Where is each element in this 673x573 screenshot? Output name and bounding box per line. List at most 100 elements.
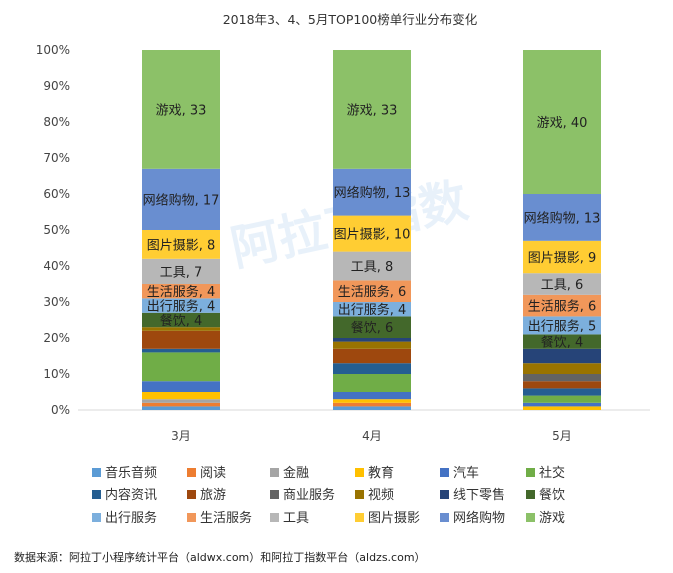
legend-label: 网络购物 [453,510,505,526]
legend-swatch [187,513,196,522]
y-tick-label: 50% [43,223,70,237]
legend-label: 工具 [283,511,309,526]
legend-label: 金融 [283,465,309,481]
data-label: 工具, 6 [541,278,584,293]
legend-item: 音乐音频 [92,465,157,481]
x-tick-label: 5月 [552,429,572,443]
bar-segment [142,330,220,349]
legend-swatch [92,468,101,477]
bar-segment [523,381,601,389]
legend-label: 生活服务 [200,510,252,526]
y-tick-label: 70% [43,151,70,165]
legend-swatch [526,468,535,477]
data-label: 餐饮, 4 [541,335,584,351]
bar-segment [523,348,601,364]
legend-swatch [355,513,364,522]
bar-segment [523,316,601,335]
bar-segment [142,402,220,407]
bar-segment [523,388,601,396]
legend-item: 阅读 [187,466,226,481]
bar-segment [333,338,411,342]
bar-segment [142,230,220,259]
legend-item: 教育 [355,465,394,481]
legend-label: 游戏 [539,511,565,526]
legend-swatch [440,468,449,477]
bar-segment [142,352,220,382]
legend-label: 线下零售 [453,487,505,503]
legend-item: 商业服务 [270,487,335,503]
y-tick-label: 80% [43,115,70,129]
legend-label: 内容资讯 [105,487,157,503]
bar-segment [333,402,411,407]
y-tick-label: 10% [43,367,70,381]
bar-segment [142,348,220,353]
legend-item: 图片摄影 [355,511,420,526]
data-label: 生活服务, 6 [528,299,597,315]
bar-segment [523,294,601,317]
legend-label: 视频 [368,488,394,503]
legend-swatch [440,513,449,522]
y-tick-label: 40% [43,259,70,273]
bar-segment [523,273,601,295]
data-label: 图片摄影, 9 [528,251,597,266]
data-label: 出行服务, 5 [528,318,597,334]
data-label: 游戏, 33 [156,103,207,118]
data-source-footer: 数据来源：阿拉丁小程序统计平台（aldwx.com）和阿拉丁指数平台（aldzs… [14,551,426,564]
bar-segment [333,168,411,216]
data-label: 出行服务, 4 [147,299,216,315]
legend-label: 汽车 [453,465,479,481]
legend-item: 游戏 [526,511,565,526]
legend-label: 图片摄影 [368,511,420,526]
bar-segment [333,348,411,364]
legend-label: 旅游 [200,488,226,503]
bar-segment [523,395,601,403]
legend-label: 商业服务 [283,487,335,503]
data-label: 游戏, 40 [537,116,588,131]
data-label: 餐饮, 6 [351,320,394,336]
bar-segment [142,392,220,400]
data-label: 网络购物, 17 [143,192,220,208]
data-label: 工具, 8 [351,260,394,275]
data-label: 图片摄影, 10 [334,228,411,243]
legend-item: 网络购物 [440,510,505,526]
legend-item: 线下零售 [440,487,505,503]
y-tick-label: 60% [43,187,70,201]
legend-item: 内容资讯 [92,487,157,503]
bar-segment [142,258,220,284]
data-label: 网络购物, 13 [524,210,601,226]
bar-segment [523,50,601,194]
data-label: 图片摄影, 8 [147,238,216,253]
legend-item: 出行服务 [92,510,157,526]
bar-segment [333,341,411,349]
x-axis: 3月 4月 5月 [171,429,572,443]
bar-segment [333,406,411,410]
bar-segment [523,374,601,382]
data-label: 餐饮, 4 [160,313,203,329]
legend-item: 餐饮 [526,487,565,503]
legend-label: 餐饮 [539,487,565,503]
y-tick-label: 20% [43,331,70,345]
legend-swatch [355,490,364,499]
legend-swatch [526,513,535,522]
bar-segment [523,402,601,407]
bar-segment [142,381,220,392]
legend-label: 阅读 [200,466,226,481]
bar-segment [333,251,411,281]
bar-segment [523,194,601,241]
legend-swatch [440,490,449,499]
bar-segment [333,363,411,374]
bar-segment [333,50,411,169]
legend-label: 音乐音频 [105,465,157,481]
bar-segment [333,399,411,403]
legend-swatch [187,468,196,477]
legend-swatch [270,513,279,522]
bar-segment [142,298,220,313]
bar-segment [523,240,601,274]
y-axis: 0% 10% 20% 30% 40% 50% 60% 70% 80% 90% 100% [36,43,70,417]
bar-segment [333,392,411,400]
bar-segment [142,327,220,331]
legend-label: 出行服务 [105,510,157,526]
